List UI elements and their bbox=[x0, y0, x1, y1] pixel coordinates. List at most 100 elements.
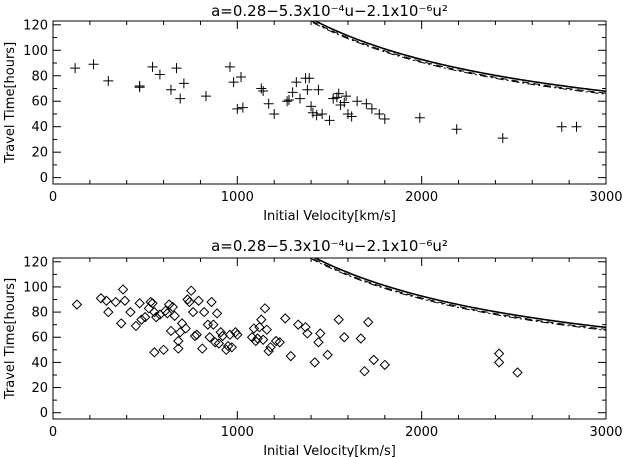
data-point bbox=[175, 93, 186, 104]
data-point bbox=[512, 367, 523, 378]
data-point bbox=[151, 311, 162, 323]
y-tick-label: 40 bbox=[31, 120, 48, 135]
data-point bbox=[103, 75, 114, 86]
data-point bbox=[269, 108, 280, 119]
y-tick-label: 20 bbox=[31, 146, 48, 161]
data-point bbox=[224, 61, 235, 72]
data-point bbox=[248, 323, 260, 334]
data-point bbox=[228, 77, 239, 88]
data-point bbox=[206, 296, 217, 308]
data-point bbox=[178, 78, 189, 89]
data-point bbox=[232, 103, 243, 114]
y-tick-label: 60 bbox=[31, 95, 48, 110]
model-curve-solid bbox=[313, 258, 606, 329]
data-point bbox=[117, 284, 129, 295]
data-point bbox=[149, 306, 160, 318]
data-point bbox=[313, 84, 324, 95]
x-tick-label: 0 bbox=[49, 425, 57, 440]
data-point bbox=[134, 298, 145, 309]
data-point bbox=[198, 306, 210, 318]
data-point bbox=[497, 133, 508, 144]
data-point bbox=[315, 328, 326, 339]
data-point bbox=[154, 69, 165, 80]
data-point bbox=[134, 80, 145, 91]
y-tick-label: 120 bbox=[23, 18, 48, 33]
data-point bbox=[571, 121, 582, 132]
data-point bbox=[283, 94, 294, 105]
data-point bbox=[292, 319, 304, 330]
data-point bbox=[237, 102, 248, 113]
y-tick-label: 20 bbox=[31, 381, 48, 396]
x-tick-label: 0 bbox=[49, 190, 57, 205]
data-point bbox=[224, 329, 236, 340]
data-point bbox=[213, 338, 225, 349]
data-point bbox=[302, 328, 313, 339]
data-point bbox=[282, 96, 293, 107]
data-point bbox=[263, 345, 274, 357]
data-point bbox=[136, 314, 147, 325]
data-point bbox=[173, 343, 184, 354]
data-point bbox=[311, 110, 322, 121]
x-axis-label: Initial Velocity[km/s] bbox=[263, 444, 396, 457]
y-tick-label: 80 bbox=[31, 306, 48, 321]
data-point bbox=[451, 124, 462, 135]
y-tick-label: 120 bbox=[23, 255, 48, 270]
data-point bbox=[313, 337, 324, 348]
data-point bbox=[374, 108, 385, 119]
data-point bbox=[379, 359, 391, 371]
data-point bbox=[226, 342, 238, 353]
data-point bbox=[352, 96, 363, 107]
data-point bbox=[147, 61, 158, 72]
data-point bbox=[287, 87, 298, 98]
data-point bbox=[355, 333, 367, 344]
data-point bbox=[236, 72, 247, 83]
data-point bbox=[317, 108, 328, 119]
x-tick-label: 2000 bbox=[405, 190, 438, 205]
data-point bbox=[200, 91, 211, 102]
data-point bbox=[180, 323, 191, 334]
plot-frame bbox=[52, 20, 607, 185]
data-point bbox=[169, 310, 180, 322]
data-point bbox=[346, 111, 357, 122]
data-point bbox=[95, 293, 107, 304]
data-point bbox=[139, 311, 151, 323]
data-point bbox=[333, 314, 344, 325]
data-point bbox=[359, 365, 370, 377]
data-point bbox=[302, 84, 313, 95]
data-point bbox=[189, 330, 201, 342]
data-point bbox=[70, 63, 81, 74]
x-tick-label: 1000 bbox=[221, 190, 254, 205]
data-point bbox=[252, 333, 263, 344]
data-point bbox=[208, 319, 219, 330]
plot-frame bbox=[52, 257, 607, 420]
data-point bbox=[274, 337, 285, 348]
x-tick-label: 3000 bbox=[589, 190, 622, 205]
data-point bbox=[222, 340, 234, 352]
data-point bbox=[71, 299, 83, 310]
x-axis-label: Initial Velocity[km/s] bbox=[263, 209, 396, 224]
data-point bbox=[258, 86, 269, 97]
data-point bbox=[306, 101, 317, 112]
data-point bbox=[210, 337, 221, 348]
data-point bbox=[259, 303, 271, 314]
data-point bbox=[295, 93, 306, 104]
data-point bbox=[173, 335, 184, 347]
y-tick-label: 40 bbox=[31, 356, 48, 371]
data-point bbox=[110, 296, 121, 308]
data-point bbox=[493, 357, 505, 368]
data-point bbox=[119, 295, 131, 306]
data-point bbox=[149, 347, 160, 358]
data-point bbox=[186, 285, 197, 296]
data-point bbox=[165, 325, 177, 337]
model-curve-solid bbox=[313, 21, 606, 93]
data-point bbox=[256, 83, 267, 94]
data-point bbox=[270, 335, 282, 347]
y-tick-label: 0 bbox=[40, 171, 48, 186]
data-point bbox=[232, 329, 243, 340]
data-point bbox=[115, 318, 127, 329]
curve-group bbox=[308, 258, 606, 331]
model-curve-dash-dot bbox=[308, 258, 606, 331]
model-curve-dashed bbox=[310, 258, 606, 330]
